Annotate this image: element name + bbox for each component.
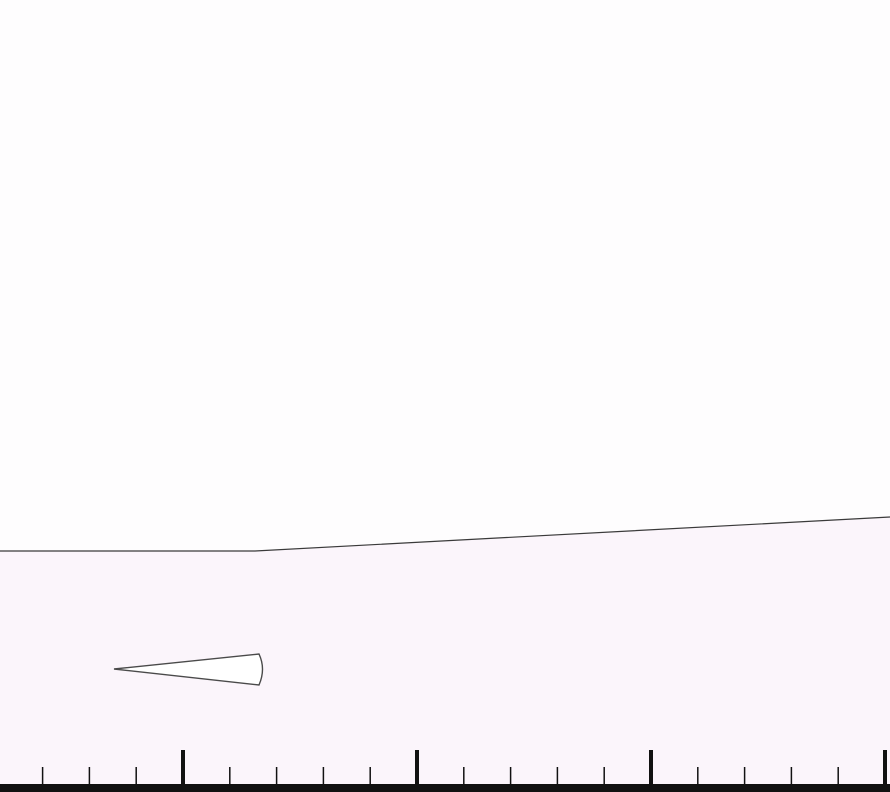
wedge-pointer-icon[interactable] (113, 653, 264, 686)
sloped-ground-line (0, 516, 890, 552)
ground-area (0, 517, 890, 792)
ruler (41, 750, 887, 785)
ruler-baseline (0, 784, 890, 792)
